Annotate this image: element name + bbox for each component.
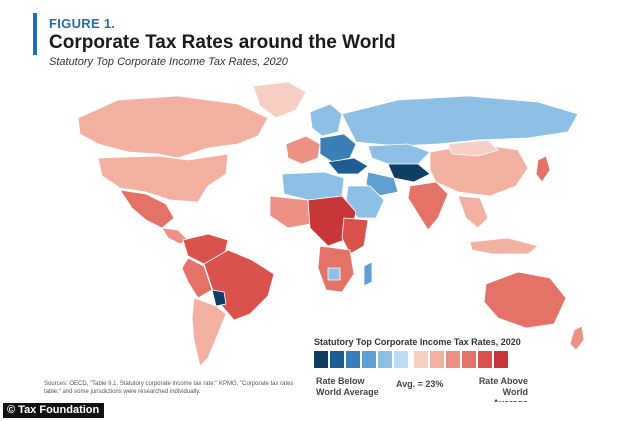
region-western-europe — [285, 135, 321, 165]
page-subtitle: Statutory Top Corporate Income Tax Rates… — [49, 56, 288, 68]
legend-swatch — [430, 351, 444, 368]
region-paraguay — [211, 289, 227, 307]
credit-badge: © Tax Foundation — [3, 403, 105, 418]
legend-swatch — [394, 351, 408, 368]
world-map — [77, 81, 585, 367]
legend-swatch — [346, 351, 360, 368]
region-indonesia — [469, 237, 539, 255]
legend-average: Avg. = 23% — [396, 379, 444, 389]
figure-label: FIGURE 1. — [49, 16, 116, 31]
region-china — [429, 143, 529, 197]
region-north-africa — [281, 171, 345, 201]
accent-bar — [33, 13, 37, 55]
region-greenland — [252, 81, 307, 119]
legend-swatch — [462, 351, 476, 368]
region-madagascar — [363, 261, 373, 287]
legend-swatch — [330, 351, 344, 368]
region-eastern-europe — [319, 133, 357, 163]
legend-title: Statutory Top Corporate Income Tax Rates… — [314, 337, 521, 347]
legend-swatch — [314, 351, 328, 368]
region-east-africa — [341, 217, 369, 255]
legend-swatch — [378, 351, 392, 368]
region-argentina-chile — [191, 297, 227, 367]
legend-swatch — [362, 351, 376, 368]
sources-note: Sources: OECD, "Table II.1. Statutory co… — [44, 381, 294, 395]
region-scandinavia — [309, 103, 343, 137]
legend-swatch — [446, 351, 460, 368]
region-kazakhstan — [367, 143, 431, 165]
region-india — [407, 181, 449, 231]
footer — [0, 402, 634, 421]
page-title: Corporate Tax Rates around the World — [49, 32, 396, 53]
region-balkans-turkey — [327, 157, 369, 175]
region-australia — [483, 271, 567, 329]
legend-swatch — [414, 351, 428, 368]
region-new-zealand — [569, 325, 585, 351]
legend-below-line1: Rate Below — [316, 376, 365, 386]
region-botswana — [327, 267, 341, 281]
region-mexico — [119, 189, 175, 229]
region-mongolia — [447, 139, 499, 157]
region-peru-bolivia — [181, 257, 213, 299]
legend-below-label: Rate Below World Average — [316, 376, 379, 398]
region-japan — [535, 155, 551, 183]
legend-above-line1: Rate Above — [478, 376, 528, 386]
legend-below-line2: World Average — [316, 387, 379, 397]
region-russia — [341, 95, 579, 147]
legend-swatches — [314, 351, 508, 368]
region-west-africa — [269, 195, 311, 229]
legend-swatch — [494, 351, 508, 368]
region-central-asia — [387, 163, 431, 183]
region-southeast-asia — [457, 195, 489, 229]
region-united-states — [97, 153, 229, 203]
legend-swatch — [478, 351, 492, 368]
region-canada — [77, 95, 269, 159]
